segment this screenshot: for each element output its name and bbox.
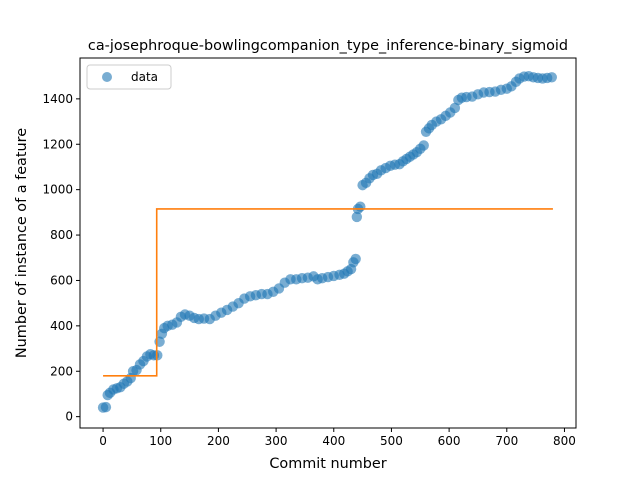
legend-marker-data [102, 72, 112, 82]
x-tick-label: 500 [380, 434, 403, 448]
data-point [449, 102, 461, 114]
x-axis-label: Commit number [269, 456, 386, 472]
y-tick-label: 600 [50, 273, 73, 287]
data-point [355, 201, 366, 212]
data-point [418, 140, 429, 151]
y-tick-label: 1200 [42, 137, 73, 151]
x-tick-label: 700 [495, 434, 518, 448]
data-point [351, 211, 363, 223]
legend: data [86, 64, 172, 90]
data-point [350, 253, 361, 265]
y-tick-label: 0 [65, 410, 73, 424]
x-tick-label: 300 [265, 434, 288, 448]
data-point [546, 72, 557, 83]
legend-box [86, 64, 172, 90]
plot-area [97, 70, 557, 413]
x-axis: 0 100 200 300 400 500 600 700 800 [99, 428, 576, 448]
x-tick-label: 100 [149, 434, 172, 448]
x-tick-label: 800 [553, 434, 576, 448]
y-axis-label: Number of instance of a feature [14, 128, 30, 358]
y-tick-label: 800 [50, 228, 73, 242]
axes-frame [79, 57, 577, 429]
x-tick-label: 600 [438, 434, 461, 448]
y-tick-label: 1000 [42, 183, 73, 197]
y-tick-label: 400 [50, 319, 73, 333]
fit-line [103, 208, 553, 377]
y-tick-label: 1400 [42, 92, 73, 106]
data-point [100, 401, 112, 413]
chart-title: ca-josephroque-bowlingcompanion_type_inf… [88, 38, 568, 54]
y-axis: 0 200 400 600 800 1000 1200 1400 [42, 92, 80, 424]
x-tick-label: 0 [99, 434, 107, 448]
legend-label-data: data [131, 70, 158, 84]
x-tick-label: 400 [322, 434, 345, 448]
y-tick-label: 200 [50, 364, 73, 378]
x-tick-label: 200 [207, 434, 230, 448]
